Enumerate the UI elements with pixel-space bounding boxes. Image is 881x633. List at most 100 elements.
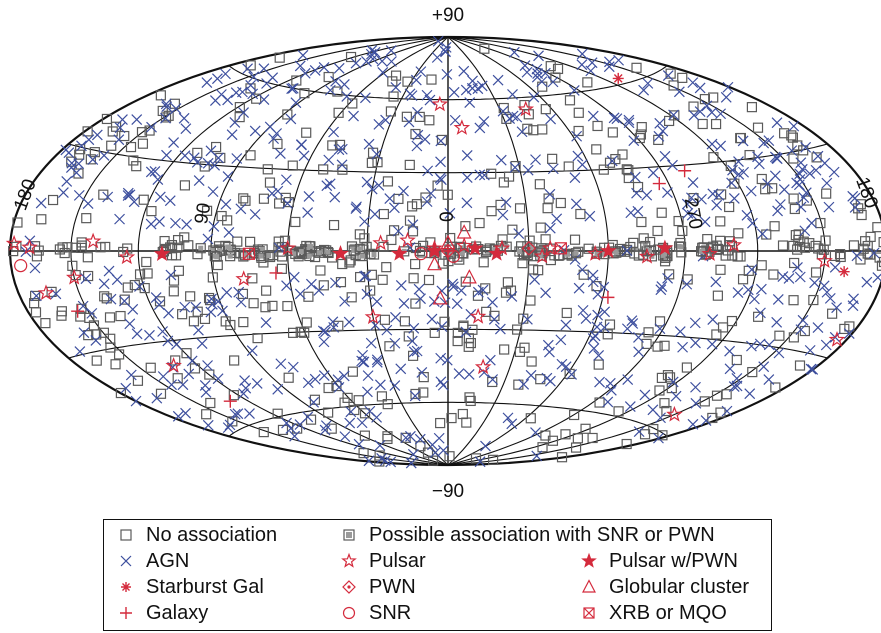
data-point bbox=[431, 95, 449, 112]
data-point bbox=[753, 158, 765, 170]
data-point bbox=[545, 61, 556, 72]
data-point bbox=[806, 217, 818, 229]
data-point bbox=[21, 238, 38, 255]
data-point bbox=[772, 294, 784, 305]
data-point bbox=[794, 271, 806, 283]
data-point bbox=[460, 84, 472, 96]
data-point bbox=[395, 280, 407, 291]
data-point bbox=[440, 41, 452, 53]
data-point bbox=[359, 216, 370, 227]
legend-marker bbox=[120, 529, 132, 541]
data-point bbox=[687, 177, 699, 188]
data-point bbox=[544, 222, 556, 234]
data-point bbox=[346, 292, 357, 303]
data-point bbox=[178, 112, 190, 124]
data-point bbox=[628, 237, 639, 248]
data-point bbox=[155, 388, 167, 399]
data-point bbox=[208, 221, 220, 232]
data-point bbox=[474, 358, 492, 375]
data-point bbox=[510, 160, 521, 172]
data-point bbox=[223, 227, 235, 238]
data-point bbox=[446, 412, 457, 424]
data-point bbox=[461, 417, 472, 428]
data-point bbox=[222, 422, 234, 434]
data-point bbox=[771, 117, 783, 129]
legend-marker bbox=[583, 607, 595, 619]
data-point bbox=[447, 278, 459, 290]
data-point bbox=[386, 56, 397, 67]
data-point bbox=[298, 150, 310, 162]
data-point bbox=[487, 296, 498, 308]
data-point bbox=[690, 381, 701, 393]
data-point bbox=[849, 201, 861, 213]
data-point bbox=[777, 271, 789, 282]
data-point bbox=[217, 305, 228, 317]
data-point bbox=[410, 258, 421, 270]
data-point bbox=[481, 245, 492, 256]
data-point bbox=[212, 259, 223, 271]
data-point bbox=[653, 432, 664, 444]
data-point bbox=[487, 376, 498, 388]
data-point bbox=[372, 234, 389, 251]
data-point bbox=[163, 307, 174, 319]
data-point bbox=[412, 106, 423, 118]
data-point bbox=[507, 89, 518, 100]
data-point bbox=[636, 122, 647, 133]
data-point bbox=[682, 207, 694, 219]
data-point bbox=[387, 76, 398, 87]
data-point bbox=[435, 135, 447, 147]
data-point bbox=[741, 209, 753, 221]
data-point bbox=[514, 246, 525, 257]
data-point bbox=[426, 242, 443, 259]
data-point bbox=[73, 158, 85, 170]
data-point bbox=[390, 311, 401, 323]
data-point bbox=[612, 72, 624, 84]
data-point bbox=[202, 233, 214, 245]
data-point bbox=[65, 268, 83, 285]
data-point bbox=[381, 262, 392, 273]
data-point bbox=[82, 126, 93, 137]
data-point bbox=[416, 367, 428, 378]
data-point bbox=[711, 199, 723, 211]
data-point bbox=[384, 341, 395, 352]
data-point bbox=[98, 189, 109, 200]
data-point bbox=[205, 397, 216, 409]
data-point bbox=[61, 175, 73, 187]
data-point bbox=[529, 274, 541, 285]
data-point bbox=[530, 427, 541, 439]
data-point bbox=[238, 388, 249, 400]
data-point bbox=[260, 317, 272, 328]
data-point bbox=[643, 327, 654, 338]
data-point bbox=[622, 374, 634, 386]
data-point bbox=[131, 114, 143, 126]
data-point bbox=[47, 194, 59, 206]
data-point bbox=[401, 111, 412, 122]
data-point bbox=[258, 193, 270, 204]
data-point bbox=[216, 210, 227, 222]
data-point bbox=[455, 285, 467, 296]
data-point bbox=[478, 367, 490, 378]
data-point bbox=[753, 311, 764, 322]
data-point bbox=[623, 114, 635, 126]
data-point bbox=[435, 174, 447, 186]
data-point bbox=[344, 257, 355, 268]
data-point bbox=[524, 235, 535, 246]
data-point bbox=[371, 296, 383, 307]
data-point bbox=[37, 284, 55, 301]
data-point bbox=[452, 327, 463, 339]
data-point bbox=[733, 228, 744, 239]
data-point bbox=[728, 193, 740, 204]
data-point bbox=[810, 240, 821, 252]
data-point bbox=[183, 368, 195, 380]
data-point bbox=[762, 178, 773, 190]
data-point bbox=[287, 361, 299, 373]
data-point bbox=[366, 157, 377, 169]
data-point bbox=[594, 397, 605, 408]
data-point bbox=[313, 284, 325, 296]
data-point bbox=[247, 88, 259, 100]
data-point bbox=[390, 70, 402, 81]
data-point bbox=[721, 389, 732, 400]
data-point bbox=[389, 337, 401, 349]
data-point bbox=[728, 381, 740, 393]
data-point bbox=[829, 250, 841, 262]
